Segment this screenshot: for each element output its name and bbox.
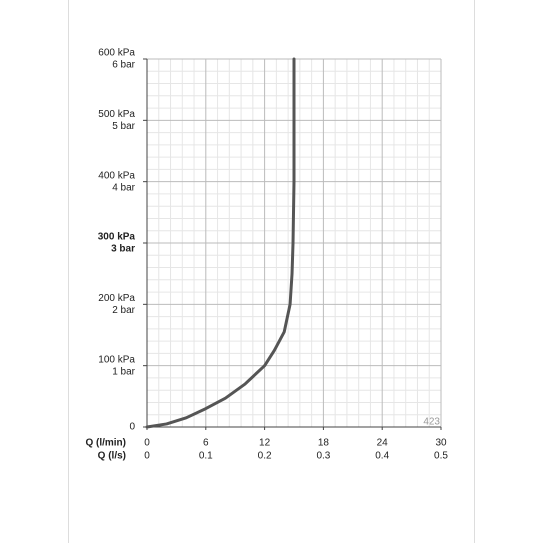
y-tick-label: 100 kPa (98, 354, 135, 365)
x2-tick-label: 0 (144, 451, 150, 462)
y-tick-label: 500 kPa (98, 109, 135, 120)
y-tick-label: 400 kPa (98, 170, 135, 181)
x2-tick-label: 0.3 (316, 451, 330, 462)
y-tick-unit-label: 4 bar (112, 182, 135, 193)
y-tick-unit-label: 2 bar (112, 305, 135, 316)
curve (145, 57, 296, 429)
x-tick-label: 0 (144, 438, 150, 449)
y-tick-unit-label: 3 bar (111, 244, 135, 255)
y-tick-unit-label: 1 bar (112, 366, 135, 377)
x2-tick-label: 0.4 (375, 451, 389, 462)
x-tick-label: 30 (435, 438, 447, 449)
x-axis-label: Q (l/min) (85, 438, 126, 449)
y-tick-label: 300 kPa (98, 232, 136, 243)
x-tick-label: 6 (203, 438, 209, 449)
annotation: 423 (423, 417, 440, 428)
y-tick-label: 0 (129, 422, 135, 433)
x2-tick-label: 0.2 (258, 451, 272, 462)
x2-tick-label: 0.5 (434, 451, 448, 462)
x-tick-label: 24 (377, 438, 389, 449)
x-tick-label: 18 (318, 438, 330, 449)
y-tick-unit-label: 6 bar (112, 60, 135, 71)
x2-axis-label: Q (l/s) (98, 451, 126, 462)
x2-tick-label: 0.1 (199, 451, 213, 462)
x-tick-label: 12 (259, 438, 271, 449)
y-tick-label: 200 kPa (98, 293, 135, 304)
y-tick-label: 600 kPa (98, 48, 135, 59)
y-tick-unit-label: 5 bar (112, 121, 135, 132)
